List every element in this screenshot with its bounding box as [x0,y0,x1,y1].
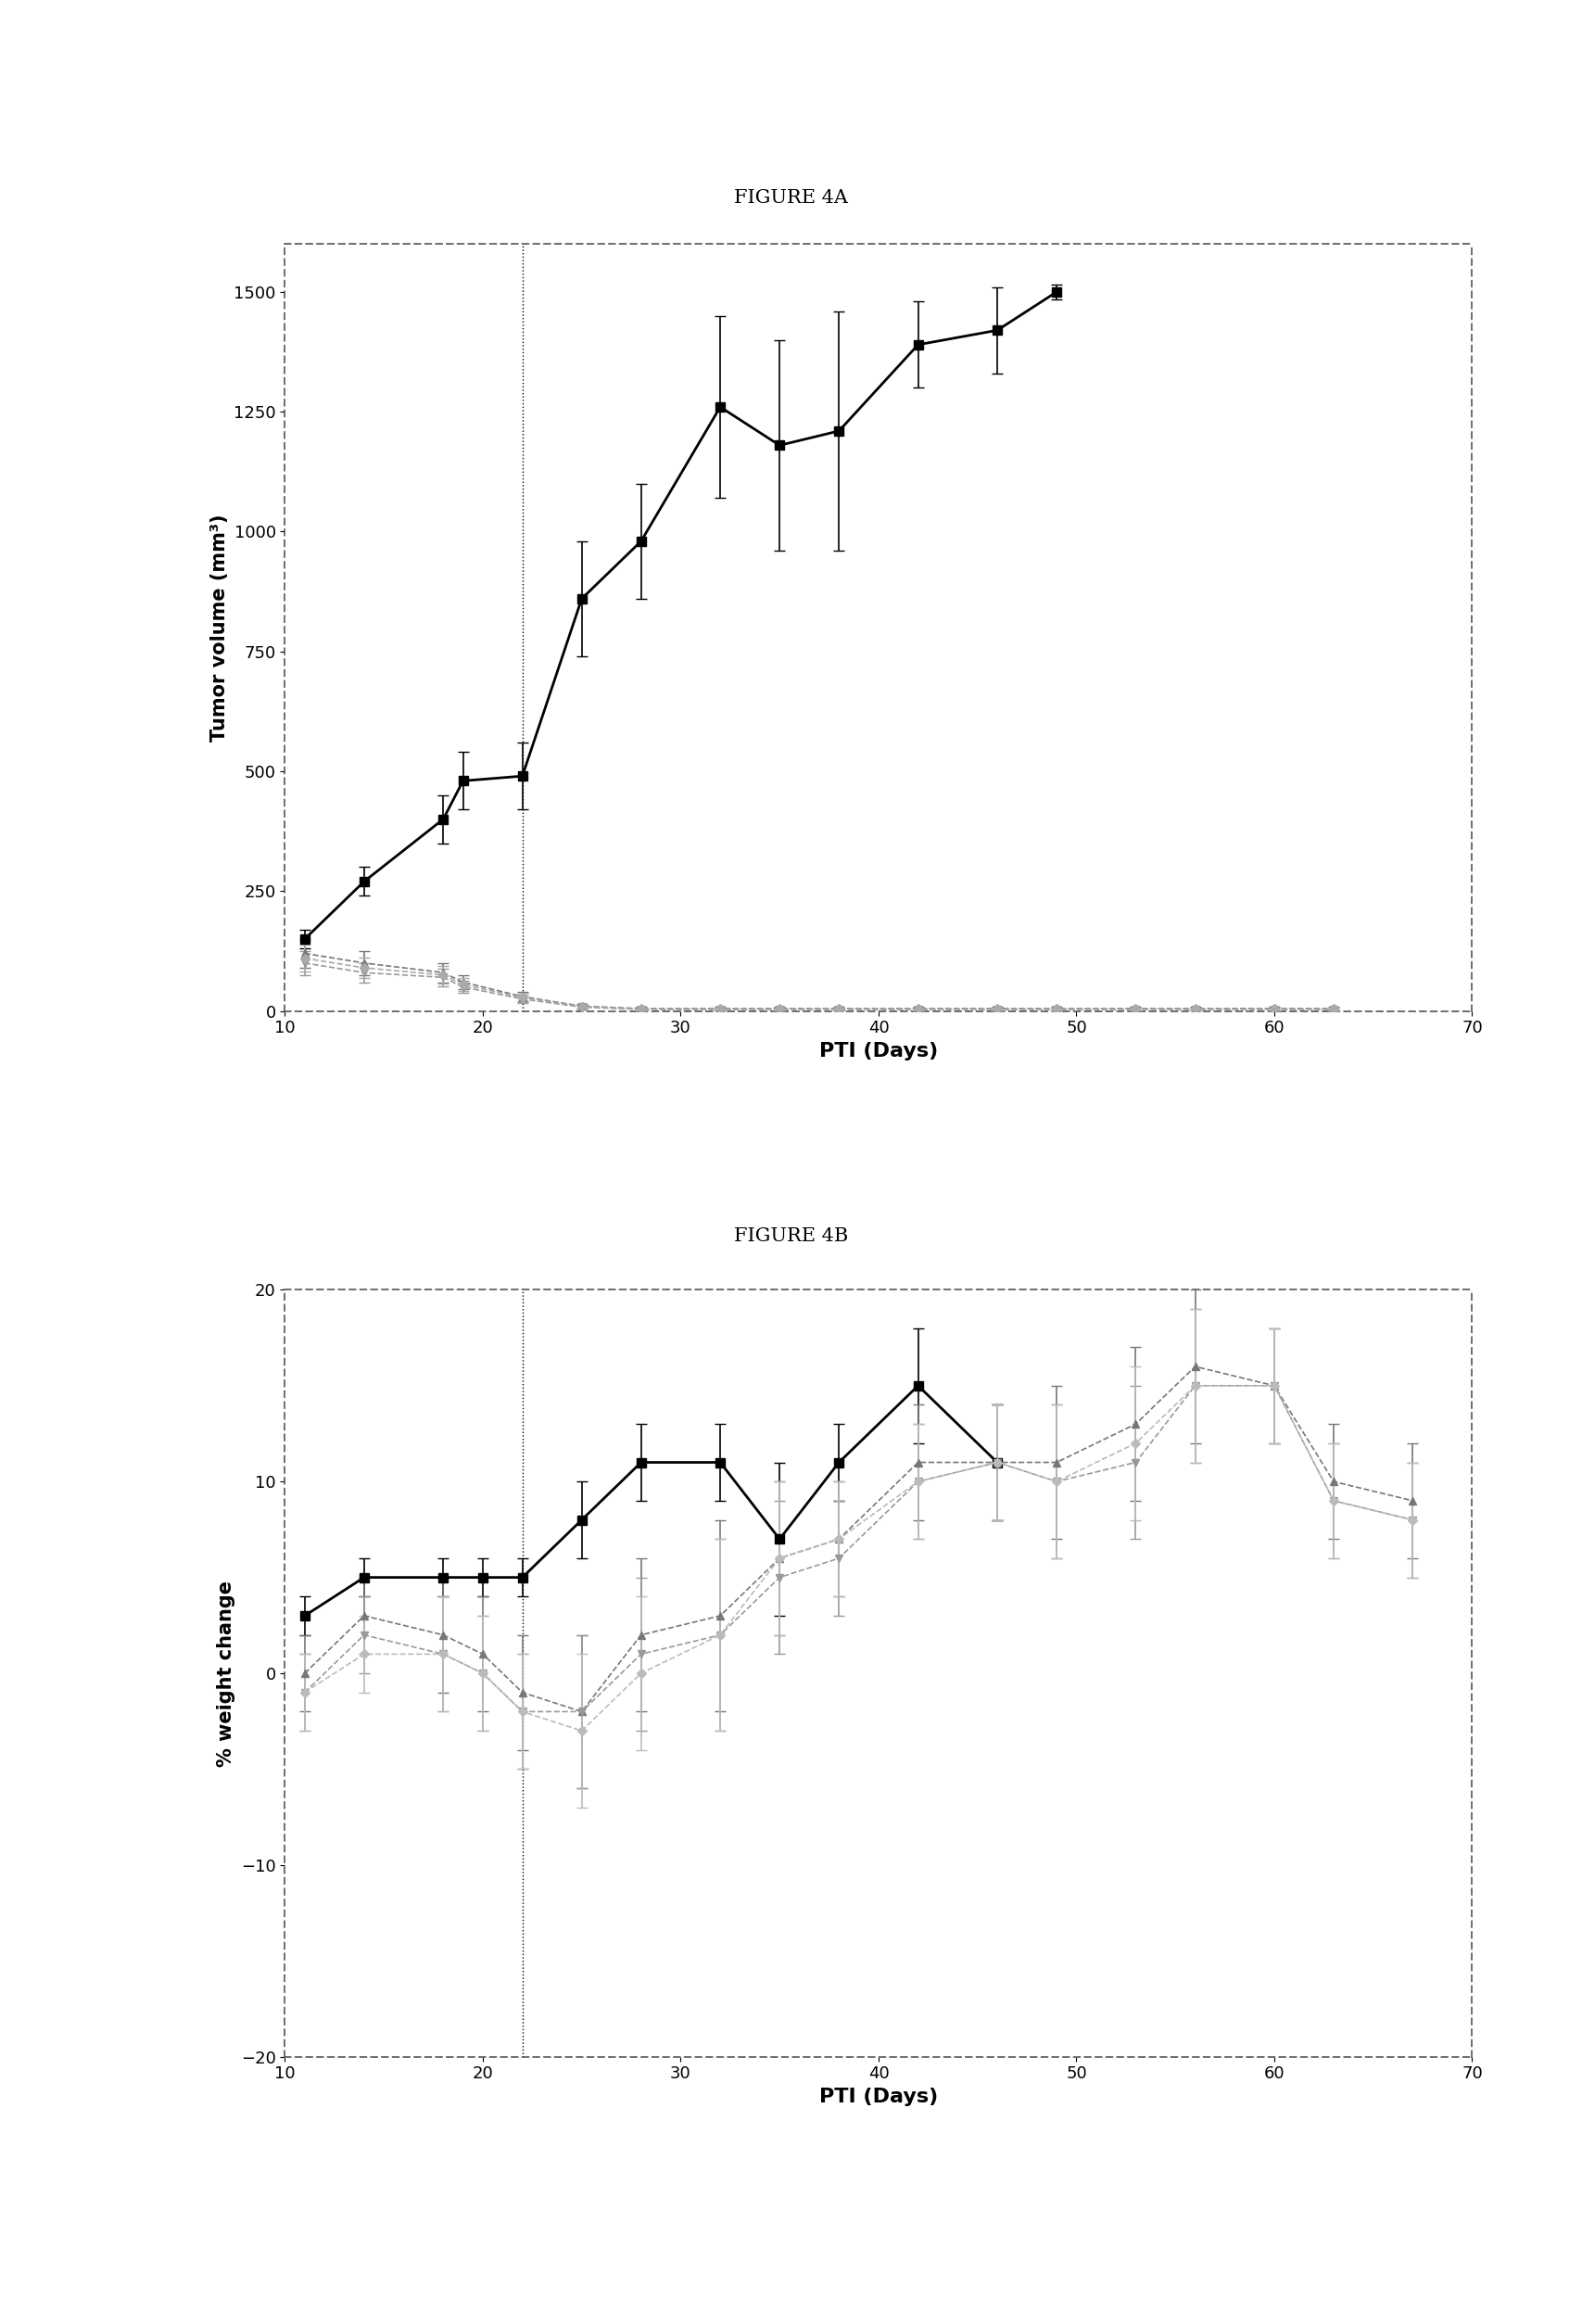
Y-axis label: % weight change: % weight change [217,1580,236,1766]
Text: FIGURE 4B: FIGURE 4B [734,1227,848,1246]
Text: FIGURE 4A: FIGURE 4A [734,188,848,207]
X-axis label: PTI (Days): PTI (Days) [818,2087,938,2106]
X-axis label: PTI (Days): PTI (Days) [818,1041,938,1060]
Y-axis label: Tumor volume (mm³): Tumor volume (mm³) [210,514,228,741]
